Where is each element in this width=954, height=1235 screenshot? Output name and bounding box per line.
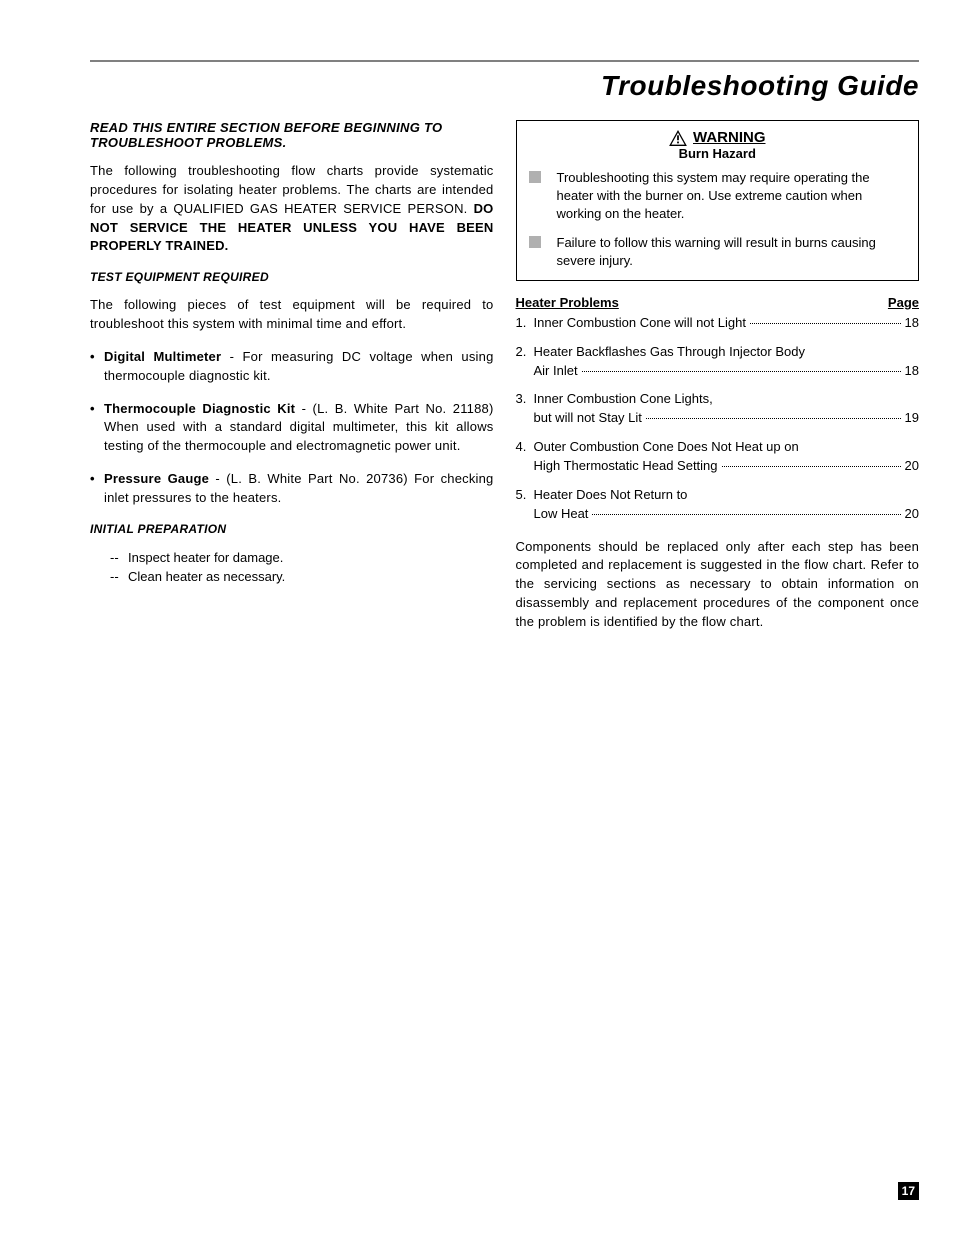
warning-title: WARNING	[693, 129, 766, 146]
page-number: 17	[898, 1182, 919, 1200]
toc-text: but will not Stay Lit	[534, 409, 642, 428]
read-first-heading: READ THIS ENTIRE SECTION BEFORE BEGINNIN…	[90, 120, 494, 150]
toc-text: Inner Combustion Cone Lights,	[534, 390, 713, 409]
toc-dots	[722, 466, 901, 467]
toc-header: Heater Problems Page	[516, 295, 920, 310]
toc-text: Low Heat	[534, 505, 589, 524]
toc-dots	[646, 418, 901, 419]
toc-item: 5. Heater Does Not Return toLow Heat 20	[516, 486, 920, 524]
toc-item: 3. Inner Combustion Cone Lights,but will …	[516, 390, 920, 428]
toc-line: Low Heat 20	[534, 505, 920, 524]
right-column: WARNING Burn Hazard Troubleshooting this…	[516, 120, 920, 646]
equip-item: Thermocouple Diagnostic Kit - (L. B. Whi…	[104, 400, 494, 457]
toc-num: 1.	[516, 314, 527, 333]
toc-line: but will not Stay Lit 19	[534, 409, 920, 428]
toc-dots	[592, 514, 900, 515]
intro-text-a: The following troubleshooting flow chart…	[90, 163, 494, 216]
toc-page: 20	[905, 505, 919, 524]
toc-item: 2. Heater Backflashes Gas Through Injecto…	[516, 343, 920, 381]
toc-line: Outer Combustion Cone Does Not Heat up o…	[534, 438, 920, 457]
toc-line: Heater Backflashes Gas Through Injector …	[534, 343, 920, 362]
warning-item: Failure to follow this warning will resu…	[529, 234, 907, 270]
toc-line: Inner Combustion Cone will not Light 18	[534, 314, 920, 333]
toc-text: Outer Combustion Cone Does Not Heat up o…	[534, 438, 799, 457]
prep-list: Inspect heater for damage. Clean heater …	[90, 548, 494, 587]
columns: READ THIS ENTIRE SECTION BEFORE BEGINNIN…	[90, 120, 919, 646]
equip-name: Digital Multimeter	[104, 349, 221, 364]
toc-line: Heater Does Not Return to	[534, 486, 920, 505]
toc-num: 3.	[516, 390, 527, 409]
toc-header-right: Page	[888, 295, 919, 310]
toc-dots	[750, 323, 901, 324]
equip-item: Pressure Gauge - (L. B. White Part No. 2…	[104, 470, 494, 508]
warning-header: WARNING Burn Hazard	[529, 129, 907, 161]
toc-text: Inner Combustion Cone will not Light	[534, 314, 746, 333]
toc-page: 19	[905, 409, 919, 428]
toc-page: 18	[905, 362, 919, 381]
prep-item: Inspect heater for damage.	[128, 548, 494, 568]
toc-num: 2.	[516, 343, 527, 362]
equip-name: Pressure Gauge	[104, 471, 209, 486]
toc-text: Air Inlet	[534, 362, 578, 381]
toc-line: Air Inlet 18	[534, 362, 920, 381]
toc-page: 18	[905, 314, 919, 333]
toc-list: 1. Inner Combustion Cone will not Light 18…	[516, 314, 920, 524]
intro-paragraph: The following troubleshooting flow chart…	[90, 162, 494, 256]
equip-heading: TEST EQUIPMENT REQUIRED	[90, 270, 494, 284]
toc-line: Inner Combustion Cone Lights,	[534, 390, 920, 409]
warning-icon	[669, 130, 687, 146]
toc-line: High Thermostatic Head Setting 20	[534, 457, 920, 476]
prep-item: Clean heater as necessary.	[128, 567, 494, 587]
warning-title-line: WARNING	[529, 129, 907, 146]
warning-box: WARNING Burn Hazard Troubleshooting this…	[516, 120, 920, 281]
warning-item: Troubleshooting this system may require …	[529, 169, 907, 224]
warning-items: Troubleshooting this system may require …	[529, 169, 907, 270]
closing-paragraph: Components should be replaced only after…	[516, 538, 920, 632]
left-column: READ THIS ENTIRE SECTION BEFORE BEGINNIN…	[90, 120, 494, 646]
toc-text: Heater Does Not Return to	[534, 486, 688, 505]
toc-header-left: Heater Problems	[516, 295, 619, 310]
page-title: Troubleshooting Guide	[90, 70, 919, 102]
toc-text: Heater Backflashes Gas Through Injector …	[534, 343, 805, 362]
toc-num: 5.	[516, 486, 527, 505]
equip-intro: The following pieces of test equipment w…	[90, 296, 494, 334]
equip-name: Thermocouple Diagnostic Kit	[104, 401, 295, 416]
toc-page: 20	[905, 457, 919, 476]
top-rule	[90, 60, 919, 62]
page-content: Troubleshooting Guide READ THIS ENTIRE S…	[0, 0, 954, 686]
toc-num: 4.	[516, 438, 527, 457]
warning-subtitle: Burn Hazard	[529, 146, 907, 161]
toc-item: 1. Inner Combustion Cone will not Light 18	[516, 314, 920, 333]
toc-dots	[582, 371, 901, 372]
toc-text: High Thermostatic Head Setting	[534, 457, 718, 476]
toc-item: 4. Outer Combustion Cone Does Not Heat up…	[516, 438, 920, 476]
equip-item: Digital Multimeter - For measuring DC vo…	[104, 348, 494, 386]
prep-heading: INITIAL PREPARATION	[90, 522, 494, 536]
equip-list: Digital Multimeter - For measuring DC vo…	[90, 348, 494, 508]
